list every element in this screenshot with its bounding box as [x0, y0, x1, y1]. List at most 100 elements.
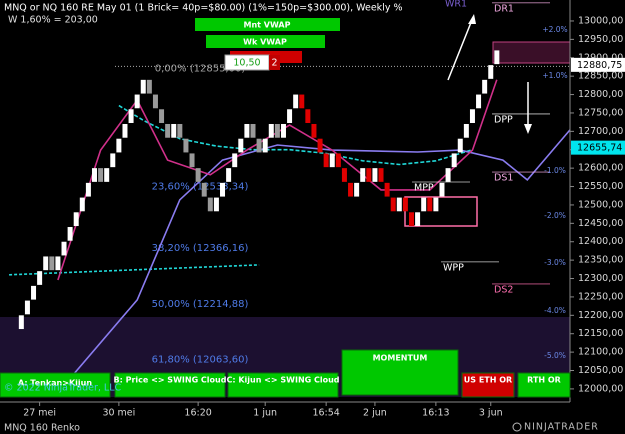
y-tick-label: 12500,00 [578, 199, 623, 210]
brick [134, 94, 140, 109]
button-label: B: Price <> SWING Cloud [114, 376, 227, 385]
price-marker-label: 12655,74 [577, 143, 622, 154]
y-tick-label: 12300,00 [578, 273, 623, 284]
pivot-label: DPP [494, 114, 513, 125]
brick [232, 153, 238, 168]
button-label: US ETH OR [464, 376, 512, 385]
button[interactable] [0, 372, 111, 398]
brick [213, 197, 219, 212]
arrow [447, 19, 473, 81]
brick [244, 123, 250, 138]
button[interactable] [461, 372, 515, 398]
vwap-label [195, 18, 340, 31]
percent-label: +1.0% [542, 71, 567, 80]
instrument: MNQ 160 Renko [4, 423, 80, 434]
brick [61, 241, 67, 256]
x-tick-label: 2 jun [363, 408, 387, 419]
button[interactable] [341, 349, 459, 396]
brick [146, 79, 152, 94]
brick [250, 123, 256, 138]
y-tick-label: 12550,00 [578, 181, 623, 192]
price-marker [571, 57, 625, 72]
brick [67, 227, 73, 241]
button[interactable] [227, 372, 339, 398]
y-tick-label: 12050,00 [578, 365, 623, 376]
arrow-head [524, 124, 532, 134]
brick [262, 138, 268, 153]
brick [18, 315, 24, 330]
pivot-label: DR1 [494, 3, 514, 14]
percent-label: -4.0% [544, 306, 566, 315]
brick [488, 65, 494, 79]
y-tick-label: 12600,00 [578, 163, 623, 174]
brick [207, 197, 213, 212]
x-tick-label: 30 mei [102, 408, 135, 419]
brick [183, 138, 189, 153]
brick [293, 94, 299, 109]
pivot-label: DS2 [494, 284, 513, 295]
chart-title: MNQ or NQ 160 RE May 01 (1 Brick= 40p=$8… [4, 3, 403, 14]
brick [256, 138, 262, 153]
plot: 0,00% (12855,00) 23,60% (12533,34) 38,20% … [9, 0, 571, 394]
y-tick-label: 12000,00 [578, 383, 623, 394]
brick [476, 94, 482, 109]
vwap-label-text: Wk VWAP [243, 38, 287, 47]
brick [317, 138, 323, 153]
button-label: A: Tenkan>Kijun [18, 379, 92, 388]
brick [274, 123, 280, 138]
brick [220, 182, 226, 197]
pivot-label: WPP [443, 262, 464, 273]
button[interactable] [114, 372, 226, 398]
fib-label: 50,00% (12214,88) [152, 299, 249, 310]
percent-label: -2.0% [544, 211, 566, 220]
brick [24, 300, 30, 315]
y-tick-label: 12250,00 [578, 291, 623, 302]
brick [372, 168, 378, 182]
brick [165, 123, 171, 138]
brick [49, 256, 55, 271]
brick [110, 153, 116, 168]
brick [104, 168, 110, 182]
brick [323, 153, 329, 168]
brick [329, 153, 335, 168]
y-tick-label: 12850,00 [578, 71, 623, 82]
vwap-label [206, 35, 325, 48]
zone-box [404, 196, 478, 227]
brick [238, 138, 244, 153]
buttons: A: Tenkan>Kijun B: Price <> SWING Cloud C:… [0, 349, 571, 398]
indicator-line [57, 79, 498, 281]
y-tick-label: 13000,00 [578, 15, 623, 26]
y-tick-label: 12400,00 [578, 236, 623, 247]
price-marker [571, 140, 625, 155]
x-tick-label: 3 jun [479, 408, 503, 419]
brick [445, 168, 451, 182]
fib-label: 23,60% (12533,34) [152, 182, 249, 193]
brick [201, 182, 207, 197]
x-tick-label: 16:54 [312, 408, 339, 419]
brick [195, 168, 201, 182]
x-tick-label: 16:13 [422, 408, 449, 419]
brick [311, 123, 317, 138]
button-label: MOMENTUM [373, 354, 428, 363]
percent-label: +2.0% [542, 25, 567, 34]
y-tick-label: 12900,00 [578, 52, 623, 63]
brick [402, 197, 408, 212]
brick [457, 138, 463, 153]
button[interactable] [517, 372, 571, 398]
price-marker-label: 12880,75 [577, 60, 622, 71]
brick [280, 123, 286, 138]
brick [354, 182, 360, 197]
brick [463, 123, 469, 138]
y-tick-label: 12100,00 [578, 347, 623, 358]
copyright: © 2022 NinjaTrader, LLC [4, 383, 121, 394]
brick [390, 197, 396, 212]
brick [140, 79, 146, 94]
brick [91, 168, 97, 182]
brick [439, 182, 445, 197]
indicator-line [9, 264, 260, 276]
brick [366, 168, 372, 182]
fib-label: 0,00% (12855,00) [155, 63, 246, 74]
brick [299, 94, 305, 109]
brick [122, 123, 128, 138]
